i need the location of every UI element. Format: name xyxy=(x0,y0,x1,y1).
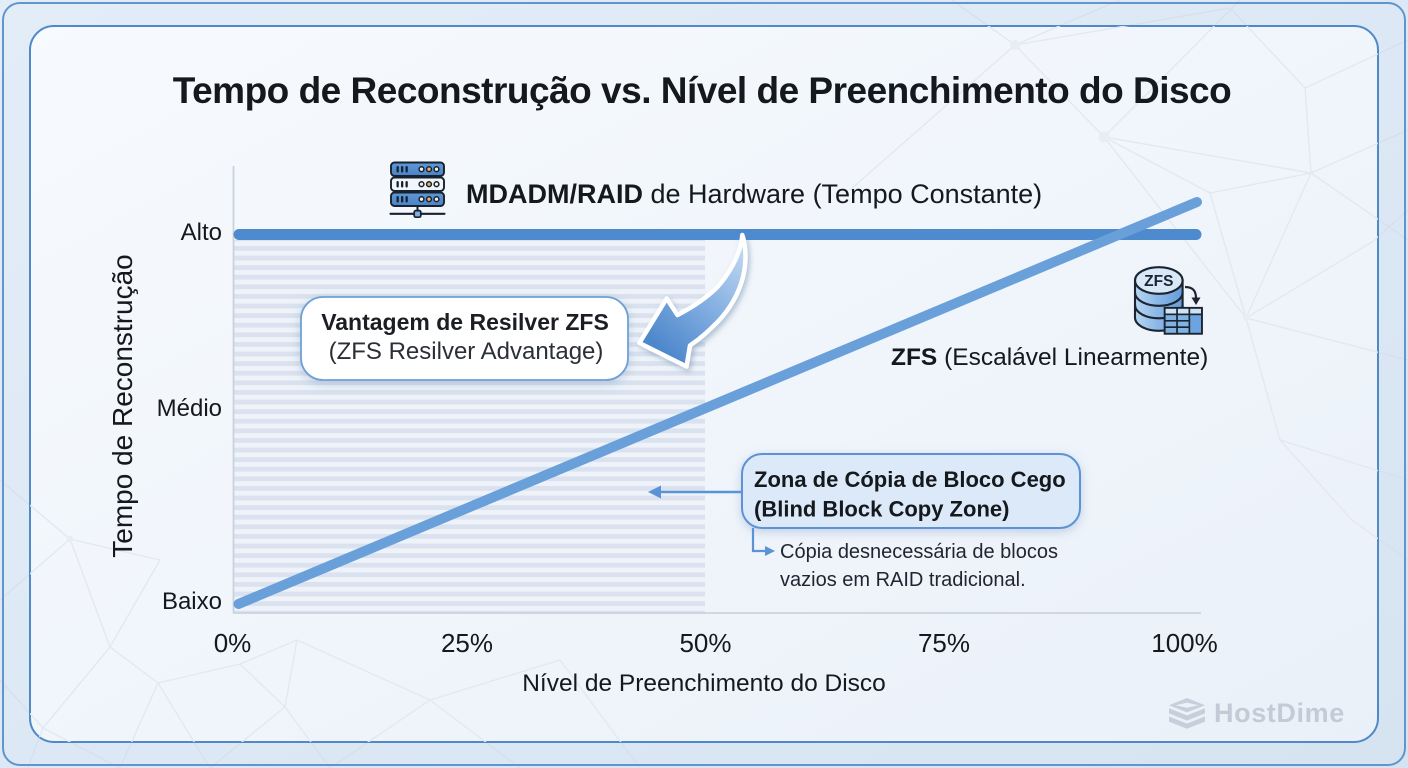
svg-text:100%: 100% xyxy=(1151,628,1218,658)
svg-text:Alto: Alto xyxy=(181,219,222,246)
svg-text:Baixo: Baixo xyxy=(162,588,222,615)
svg-text:Vantagem de Resilver ZFS: Vantagem de Resilver ZFS xyxy=(321,309,609,335)
svg-text:0%: 0% xyxy=(214,628,252,658)
svg-text:Médio: Médio xyxy=(157,395,222,422)
svg-text:Nível de Preenchimento do Disc: Nível de Preenchimento do Disco xyxy=(522,670,886,697)
svg-text:(Blind Block Copy Zone): (Blind Block Copy Zone) xyxy=(754,497,1009,522)
svg-text:MDADM/RAID de Hardware (Tempo: MDADM/RAID de Hardware (Tempo Constante) xyxy=(466,179,1042,209)
svg-text:ZFS: ZFS xyxy=(1144,273,1173,290)
svg-text:Zona de Cópia de Bloco Cego: Zona de Cópia de Bloco Cego xyxy=(754,467,1066,492)
svg-text:vazios em RAID tradicional.: vazios em RAID tradicional. xyxy=(780,569,1026,591)
svg-text:25%: 25% xyxy=(441,628,493,658)
svg-text:75%: 75% xyxy=(918,628,970,658)
svg-text:ZFS (Escalável Linearmente): ZFS (Escalável Linearmente) xyxy=(891,344,1208,371)
svg-text:(ZFS Resilver Advantage): (ZFS Resilver Advantage) xyxy=(329,338,604,365)
svg-text:Tempo de Reconstrução: Tempo de Reconstrução xyxy=(107,254,138,558)
svg-text:Cópia desnecessária de blocos: Cópia desnecessária de blocos xyxy=(780,541,1058,563)
svg-text:HostDime: HostDime xyxy=(1214,698,1345,728)
svg-text:50%: 50% xyxy=(679,628,731,658)
svg-text:Tempo de Reconstrução vs. Níve: Tempo de Reconstrução vs. Nível de Preen… xyxy=(173,70,1231,111)
